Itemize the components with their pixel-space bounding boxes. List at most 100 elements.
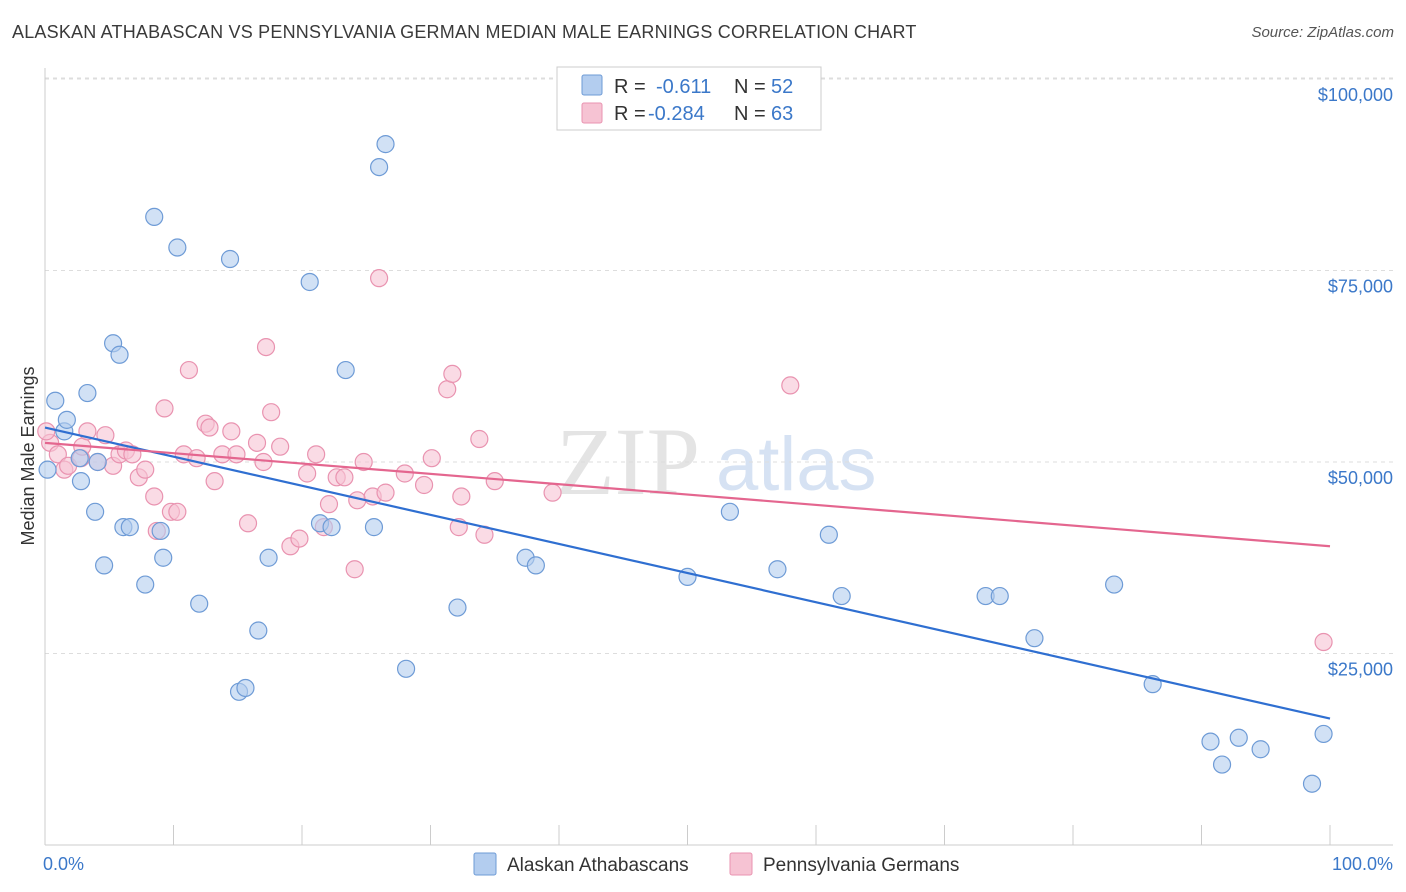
data-point-pennsylvania-germans xyxy=(543,483,562,502)
y-tick-label: $75,000 xyxy=(1328,277,1393,297)
data-point-pennsylvania-germans xyxy=(222,422,241,441)
data-point-alaskan-athabascans xyxy=(336,360,355,380)
data-point-alaskan-athabascans xyxy=(300,272,319,292)
legend-label-alaskan-athabascans: Alaskan Athabascans xyxy=(507,855,689,876)
data-point-pennsylvania-germans xyxy=(136,460,155,479)
data-point-pennsylvania-germans xyxy=(443,364,462,384)
data-point-alaskan-athabascans xyxy=(46,391,65,410)
data-point-pennsylvania-germans xyxy=(262,403,281,422)
data-point-pennsylvania-germans xyxy=(485,472,504,491)
data-point-pennsylvania-germans xyxy=(781,376,800,395)
legend-r-value-2: -0.284 xyxy=(648,103,705,125)
trend-line-alaskan-athabascans xyxy=(44,426,1331,720)
legend-swatch-blue xyxy=(581,74,603,96)
data-point-alaskan-athabascans xyxy=(370,157,389,177)
data-point-alaskan-athabascans xyxy=(95,556,114,575)
data-point-pennsylvania-germans xyxy=(345,560,364,579)
stats-legend: R = -0.611 N = 52 R = -0.284 N = 63 xyxy=(556,66,822,131)
series-alaskan-athabascans xyxy=(38,135,1333,793)
data-point-alaskan-athabascans xyxy=(38,460,57,479)
tick-labels: $25,000 $50,000 $75,000 $100,000 0.0% 100.0% xyxy=(43,85,1393,874)
data-point-pennsylvania-germans xyxy=(452,487,471,506)
data-point-alaskan-athabascans xyxy=(220,249,240,269)
data-point-alaskan-athabascans xyxy=(1251,740,1270,759)
data-point-alaskan-athabascans xyxy=(819,525,838,544)
legend-label-pennsylvania-germans: Pennsylvania Germans xyxy=(763,855,959,876)
data-point-alaskan-athabascans xyxy=(1025,629,1044,648)
data-point-pennsylvania-germans xyxy=(37,422,56,441)
data-point-alaskan-athabascans xyxy=(71,472,91,491)
data-point-alaskan-athabascans xyxy=(396,659,416,678)
y-tick-label: $25,000 xyxy=(1328,660,1393,680)
data-point-pennsylvania-germans xyxy=(145,487,164,506)
data-point-alaskan-athabascans xyxy=(448,598,467,617)
chart-title: ALASKAN ATHABASCAN VS PENNSYLVANIA GERMA… xyxy=(12,22,917,42)
legend-swatch-alaskan-athabascans xyxy=(473,852,497,876)
data-point-alaskan-athabascans xyxy=(1314,724,1333,744)
data-point-pennsylvania-germans xyxy=(256,338,276,357)
legend-swatch-pennsylvania-germans xyxy=(729,852,753,876)
y-axis-label: Median Male Earnings xyxy=(18,366,38,545)
data-point-pennsylvania-germans xyxy=(155,399,174,418)
data-point-pennsylvania-germans xyxy=(227,445,246,464)
data-point-pennsylvania-germans xyxy=(335,468,354,487)
x-tick-label: 100.0% xyxy=(1332,854,1393,874)
data-point-pennsylvania-germans xyxy=(470,429,489,449)
data-point-pennsylvania-germans xyxy=(179,360,199,380)
data-point-alaskan-athabascans xyxy=(110,345,129,364)
data-point-alaskan-athabascans xyxy=(1229,728,1248,747)
watermark-atlas: atlas xyxy=(716,422,877,507)
data-point-alaskan-athabascans xyxy=(720,502,740,521)
data-point-pennsylvania-germans xyxy=(48,445,67,464)
y-tick-label: $100,000 xyxy=(1318,85,1393,105)
data-point-pennsylvania-germans xyxy=(354,452,373,472)
data-point-pennsylvania-germans xyxy=(376,483,395,502)
watermark-zip: ZIP xyxy=(556,408,700,515)
legend-r-label-2: R = xyxy=(614,103,646,125)
data-point-pennsylvania-germans xyxy=(422,449,441,468)
data-point-alaskan-athabascans xyxy=(136,575,155,594)
data-point-pennsylvania-germans xyxy=(307,445,326,464)
x-tick-label: 0.0% xyxy=(43,854,84,874)
source-credit: Source: ZipAtlas.com xyxy=(1251,24,1394,41)
data-point-alaskan-athabascans xyxy=(526,556,545,575)
data-point-pennsylvania-germans xyxy=(205,472,224,491)
data-point-alaskan-athabascans xyxy=(1212,755,1232,774)
legend-r-label-1: R = xyxy=(614,76,646,98)
data-point-pennsylvania-germans xyxy=(319,495,339,514)
data-point-pennsylvania-germans xyxy=(290,529,309,548)
data-point-alaskan-athabascans xyxy=(88,452,107,472)
data-point-alaskan-athabascans xyxy=(990,586,1009,606)
data-point-pennsylvania-germans xyxy=(370,269,389,288)
data-point-alaskan-athabascans xyxy=(768,560,787,579)
data-point-alaskan-athabascans xyxy=(70,449,89,468)
data-point-alaskan-athabascans xyxy=(120,518,139,537)
data-point-pennsylvania-germans xyxy=(200,418,219,437)
data-point-pennsylvania-germans xyxy=(271,437,290,456)
legend-swatch-pink xyxy=(581,102,603,124)
data-point-alaskan-athabascans xyxy=(322,518,341,537)
data-point-alaskan-athabascans xyxy=(86,502,105,521)
data-point-alaskan-athabascans xyxy=(236,678,255,698)
legend-n-value-2: 63 xyxy=(771,103,793,125)
data-point-alaskan-athabascans xyxy=(57,410,76,429)
data-point-pennsylvania-germans xyxy=(395,464,414,483)
legend-n-label-1: N = xyxy=(734,76,766,98)
data-point-pennsylvania-germans xyxy=(168,502,187,521)
axes xyxy=(44,68,1393,846)
data-point-alaskan-athabascans xyxy=(249,621,268,640)
data-point-alaskan-athabascans xyxy=(154,548,173,567)
data-point-alaskan-athabascans xyxy=(151,521,170,541)
trend-line-pennsylvania-germans xyxy=(44,441,1331,548)
data-point-pennsylvania-germans xyxy=(1314,632,1333,652)
data-point-alaskan-athabascans xyxy=(168,238,187,257)
data-point-pennsylvania-germans xyxy=(414,475,434,495)
legend-n-value-1: 52 xyxy=(771,76,793,98)
data-point-pennsylvania-germans xyxy=(247,433,267,452)
data-point-alaskan-athabascans xyxy=(145,207,164,226)
y-tick-label: $50,000 xyxy=(1328,468,1393,488)
data-point-alaskan-athabascans xyxy=(190,594,209,613)
data-point-alaskan-athabascans xyxy=(364,518,384,537)
data-point-alaskan-athabascans xyxy=(1201,732,1220,751)
